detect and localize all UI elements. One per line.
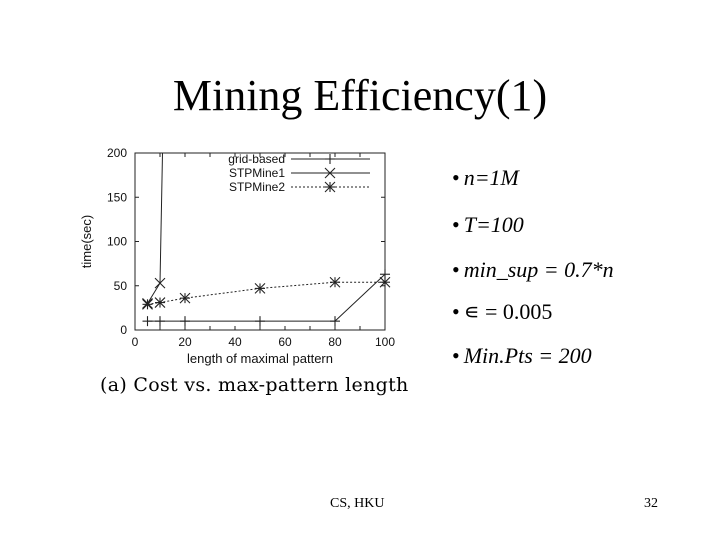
bullet-min-pts: • Min.Pts = 200: [452, 343, 592, 368]
data-point-grid-based: [155, 316, 165, 327]
legend-label: grid-based: [228, 152, 285, 166]
data-point-grid-based: [142, 316, 153, 327]
legend-label: STPMine2: [229, 180, 285, 194]
y-tick-label: 0: [120, 323, 127, 337]
y-axis-label: time(sec): [79, 215, 94, 268]
chart-caption: (a) Cost vs. max-pattern length: [100, 374, 409, 396]
slide-title: Mining Efficiency(1): [172, 71, 548, 120]
legend-marker: [324, 181, 336, 193]
data-point-grid-based: [180, 316, 190, 327]
y-tick-label: 100: [107, 235, 127, 249]
y-tick-label: 50: [114, 279, 128, 293]
x-tick-label: 60: [278, 335, 292, 349]
x-tick-label: 40: [228, 335, 242, 349]
bullet-t: • T=100: [452, 212, 524, 237]
legend-marker: [325, 154, 335, 164]
x-tick-label: 80: [328, 335, 342, 349]
data-point-stpmine2: [179, 292, 191, 304]
x-axis-label: length of maximal pattern: [187, 351, 333, 366]
footer-source: CS, HKU: [330, 496, 385, 511]
data-point-grid-based: [330, 316, 340, 327]
x-tick-label: 100: [375, 335, 395, 349]
data-point-stpmine2: [142, 298, 153, 310]
bullet-dot-icon: •: [452, 212, 460, 237]
legend-marker: [324, 167, 336, 179]
bullet-n: • n=1M: [452, 165, 519, 190]
bullet-dot-icon: •: [452, 299, 460, 324]
data-point-grid-based: [255, 316, 265, 327]
bullet-dot-icon: •: [452, 343, 460, 368]
x-tick-label: 20: [178, 335, 192, 349]
data-point-stpmine2: [254, 283, 266, 294]
bullet-epsilon: • ∊ = 0.005: [452, 299, 553, 324]
bullet-dot-icon: •: [452, 257, 460, 282]
series-line-stpmine2: [147, 281, 385, 305]
page-number: 32: [644, 496, 658, 511]
data-point-stpmine2: [329, 276, 341, 288]
x-tick-label: 0: [132, 335, 139, 349]
bullet-min-sup: • min_sup = 0.7*n: [452, 257, 614, 282]
series-line-stpmine1: [147, 153, 163, 304]
y-tick-label: 200: [107, 146, 127, 160]
data-point-stpmine2: [154, 297, 166, 308]
data-point-stpmine1: [154, 277, 166, 289]
chart: 0 20 40 60 80 100 0 50 100 150 200 length of maxima…: [79, 146, 395, 366]
data-point-stpmine2: [379, 276, 391, 288]
y-tick-label: 150: [107, 190, 127, 204]
legend-label: STPMine1: [229, 166, 285, 180]
bullet-dot-icon: •: [452, 165, 460, 190]
